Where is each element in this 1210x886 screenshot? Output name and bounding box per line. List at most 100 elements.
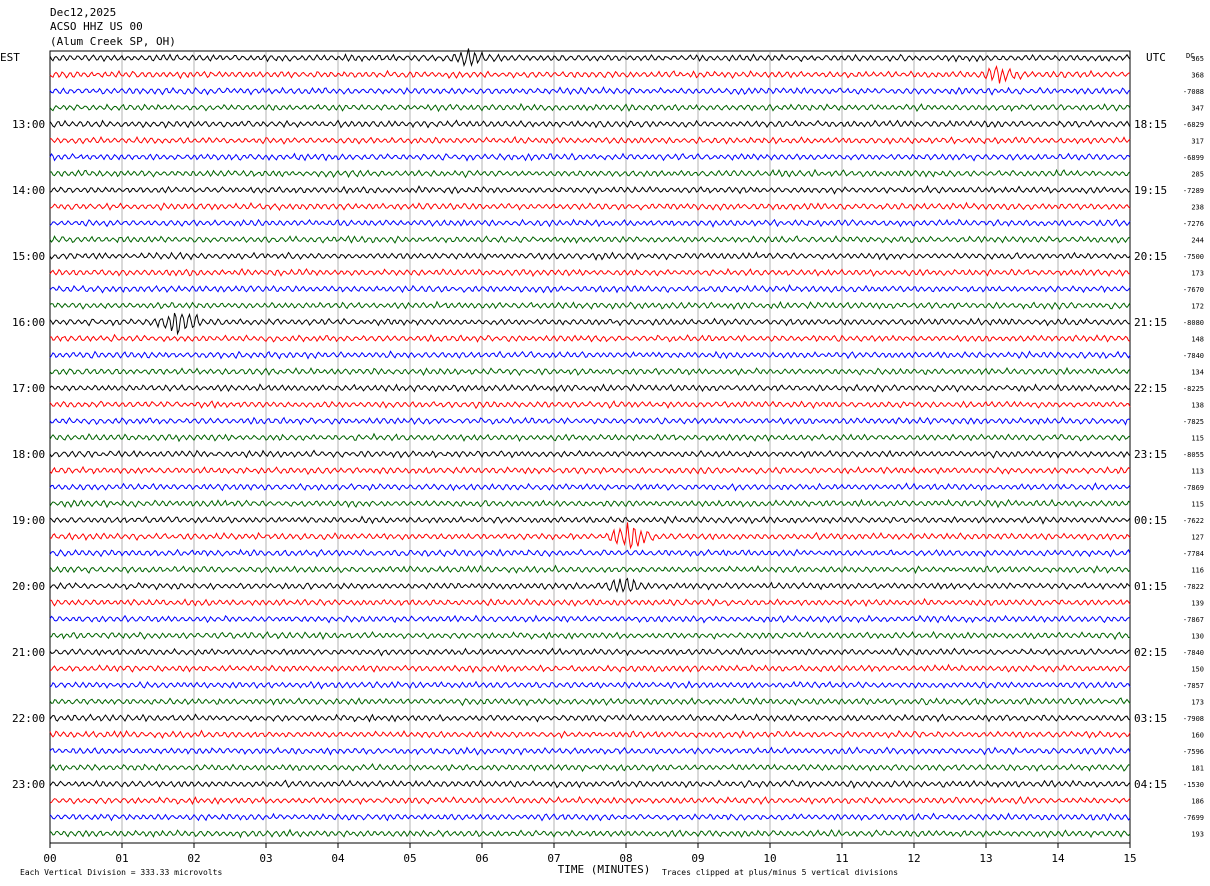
seismic-trace [49, 697, 1131, 707]
dc-value: -8080 [1183, 319, 1204, 327]
seismic-trace [49, 795, 1131, 806]
seismic-trace [49, 102, 1131, 113]
dc-value: 347 [1191, 105, 1204, 113]
dc-header-label: DC [1186, 52, 1194, 60]
right-hour-label: 21:15 [1134, 316, 1167, 329]
seismic-trace [49, 432, 1131, 443]
footer-scale-note: Each Vertical Division = 333.33 microvol… [20, 868, 222, 877]
date-title: Dec12,2025 [50, 6, 116, 19]
seismic-trace [49, 48, 1131, 67]
seismic-trace [49, 763, 1131, 773]
seismic-trace [49, 168, 1131, 179]
left-hour-label: 16:00 [12, 316, 45, 329]
dc-value: -7289 [1183, 187, 1204, 195]
seismic-trace [49, 680, 1131, 690]
dc-value: -6829 [1183, 121, 1204, 129]
seismic-trace [49, 267, 1131, 278]
x-tick-label: 15 [1123, 852, 1136, 865]
dc-value: -7276 [1183, 220, 1204, 228]
seismic-trace [49, 400, 1131, 410]
dc-value: 127 [1191, 534, 1204, 542]
right-hour-label: 20:15 [1134, 250, 1167, 263]
location-title: (Alum Creek SP, OH) [50, 35, 176, 48]
dc-value: 134 [1191, 369, 1204, 377]
dc-value: 115 [1191, 501, 1204, 509]
left-timezone-label: EST [0, 51, 20, 64]
seismic-trace [49, 522, 1131, 550]
dc-value: -1530 [1183, 781, 1204, 789]
dc-value: -7822 [1183, 583, 1204, 591]
seismic-trace [49, 449, 1131, 459]
seismic-trace [49, 86, 1131, 96]
footer-clip-note: Traces clipped at plus/minus 5 vertical … [662, 868, 898, 877]
right-hour-label: 03:15 [1134, 712, 1167, 725]
seismic-trace [49, 812, 1131, 822]
x-tick-label: 06 [475, 852, 488, 865]
dc-value: -7784 [1183, 550, 1204, 558]
dc-value: 186 [1191, 798, 1204, 806]
left-hour-label: 20:00 [12, 580, 45, 593]
dc-value: 368 [1191, 72, 1204, 80]
seismic-trace [49, 284, 1131, 294]
seismic-trace [49, 135, 1131, 145]
seismic-trace [49, 614, 1131, 624]
x-tick-label: 10 [763, 852, 776, 865]
left-hour-label: 17:00 [12, 382, 45, 395]
x-tick-label: 03 [259, 852, 272, 865]
station-title: ACSO HHZ US 00 [50, 20, 143, 33]
right-hour-label: 18:15 [1134, 118, 1167, 131]
dc-value: 116 [1191, 567, 1204, 575]
dc-value: 365 [1191, 55, 1204, 63]
seismic-trace [49, 251, 1131, 261]
left-hour-label: 19:00 [12, 514, 45, 527]
right-timezone-label: UTC [1146, 51, 1166, 64]
right-hour-labels: 18:15 19:15 20:15 21:15 22:15 23:15 00:15 01:15… [1134, 118, 1167, 791]
x-tick-label: 00 [43, 852, 56, 865]
dc-value: 172 [1191, 303, 1204, 311]
dc-value: 285 [1191, 171, 1204, 179]
dc-value: -7908 [1183, 715, 1204, 723]
trace-group [49, 48, 1131, 839]
right-hour-label: 01:15 [1134, 580, 1167, 593]
seismic-trace [50, 333, 1131, 343]
dc-value: 139 [1191, 600, 1204, 608]
seismic-trace [49, 729, 1131, 740]
dc-value: -7825 [1183, 418, 1204, 426]
dc-value: 173 [1191, 699, 1204, 707]
seismic-trace [49, 828, 1131, 839]
seismic-trace [49, 312, 1130, 336]
dc-value: -7670 [1183, 286, 1204, 294]
left-hour-label: 13:00 [12, 118, 45, 131]
dc-value: -7840 [1183, 352, 1204, 360]
seismic-trace [49, 218, 1131, 228]
dc-value: -7857 [1183, 682, 1204, 690]
dc-value: 173 [1191, 270, 1204, 278]
seismic-trace [49, 498, 1131, 509]
seismic-trace [49, 235, 1131, 245]
x-axis-label: TIME (MINUTES) [558, 863, 651, 876]
x-tick-label: 13 [979, 852, 992, 865]
x-tick-label: 07 [547, 852, 560, 865]
dc-value: -7840 [1183, 649, 1204, 657]
x-tick-label: 12 [907, 852, 920, 865]
dc-value: -7088 [1183, 88, 1204, 96]
dc-value: 138 [1191, 402, 1204, 410]
dc-value: -7699 [1183, 814, 1204, 822]
x-tick-label: 05 [403, 852, 416, 865]
left-hour-label: 23:00 [12, 778, 45, 791]
right-hour-label: 23:15 [1134, 448, 1167, 461]
seismic-trace [49, 577, 1131, 594]
left-hour-labels: 13:00 14:00 15:00 16:00 17:00 18:00 19:00 20:00… [12, 118, 45, 791]
dc-value: -8055 [1183, 451, 1204, 459]
seismic-trace [49, 119, 1131, 129]
x-tick-label: 09 [691, 852, 704, 865]
seismic-trace [49, 65, 1131, 84]
seismic-trace [49, 152, 1131, 162]
seismic-trace [49, 201, 1131, 212]
right-hour-label: 00:15 [1134, 514, 1167, 527]
left-hour-label: 21:00 [12, 646, 45, 659]
dc-value: 150 [1191, 666, 1204, 674]
x-tick-label: 11 [835, 852, 848, 865]
dc-value: 130 [1191, 633, 1204, 641]
